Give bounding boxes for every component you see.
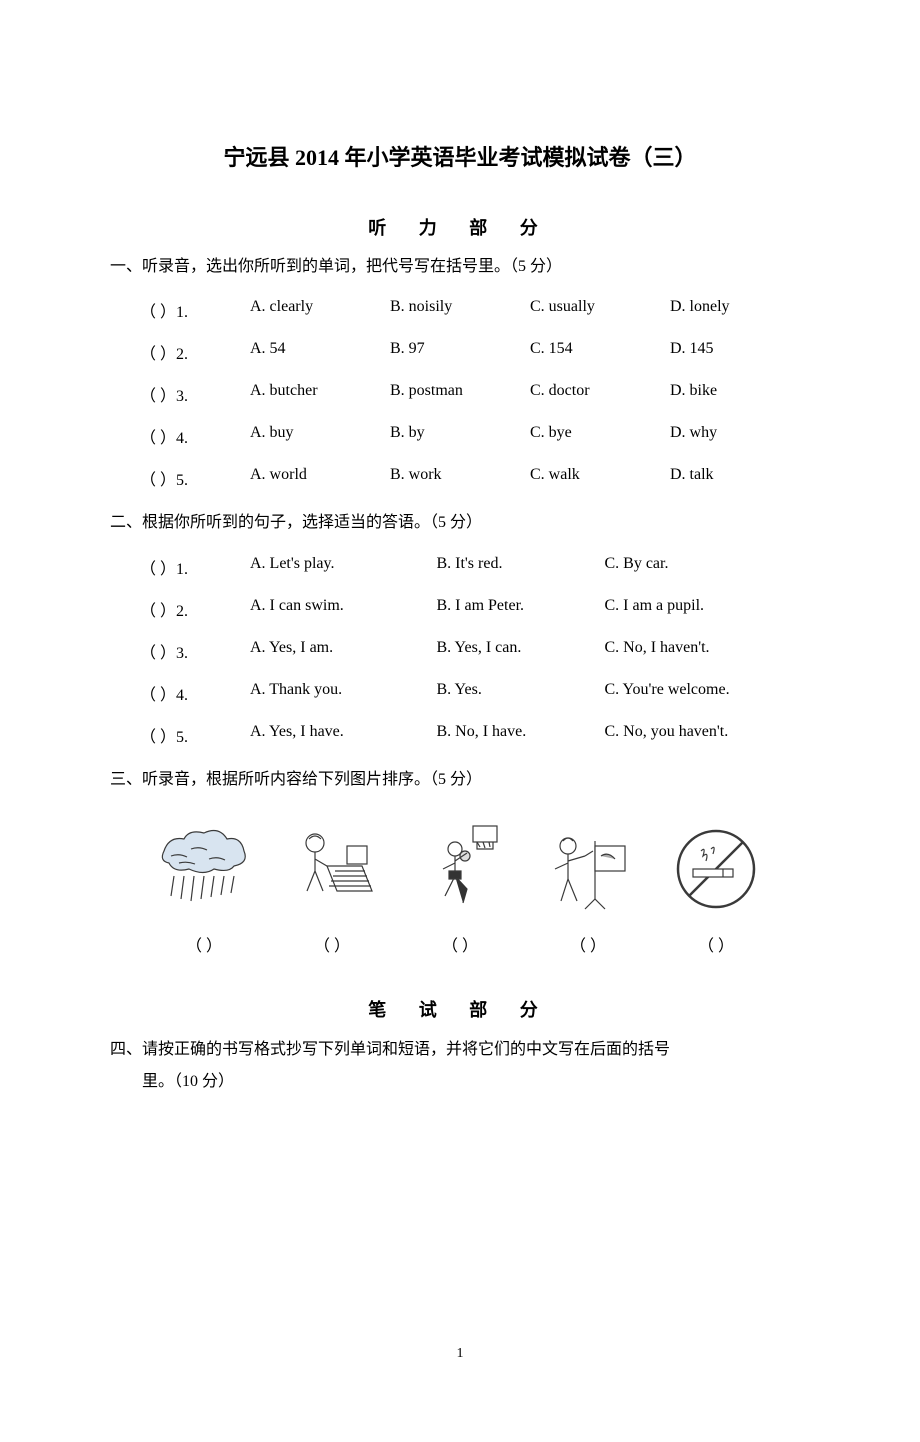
boy-basketball-icon bbox=[405, 821, 515, 916]
option-c: C. No, you haven't. bbox=[604, 723, 790, 747]
option-b: B. No, I have. bbox=[436, 723, 604, 747]
q2-3: （ ）3. A. Yes, I am. B. Yes, I can. C. No… bbox=[110, 639, 810, 663]
blank-paren[interactable]: （ ）4. bbox=[140, 681, 250, 705]
option-a: A. 54 bbox=[250, 340, 390, 364]
boy-painting-icon bbox=[533, 821, 643, 916]
q1-5: （ ）5. A. world B. work C. walk D. talk bbox=[110, 466, 810, 490]
option-b: B. noisily bbox=[390, 298, 530, 322]
option-c: C. I am a pupil. bbox=[604, 597, 790, 621]
option-b: B. Yes, I can. bbox=[436, 639, 604, 663]
blank-paren[interactable]: （ ） bbox=[533, 932, 643, 956]
q2-4: （ ）4. A. Thank you. B. Yes. C. You're we… bbox=[110, 681, 810, 705]
option-a: A. world bbox=[250, 466, 390, 490]
blank-paren[interactable]: （ ）1. bbox=[140, 298, 250, 322]
blank-paren[interactable]: （ ）3. bbox=[140, 382, 250, 406]
blank-paren[interactable]: （ ） bbox=[277, 932, 387, 956]
option-b: B. work bbox=[390, 466, 530, 490]
exam-title: 宁远县 2014 年小学英语毕业考试模拟试卷（三） bbox=[110, 140, 810, 172]
section-3-heading: 三、听录音，根据所听内容给下列图片排序。（5 分） bbox=[110, 765, 810, 795]
option-d: D. bike bbox=[670, 382, 810, 406]
option-d: D. 145 bbox=[670, 340, 810, 364]
q2-1: （ ）1. A. Let's play. B. It's red. C. By … bbox=[110, 555, 810, 579]
blank-paren[interactable]: （ ）1. bbox=[140, 555, 250, 579]
boy-computer-icon bbox=[277, 821, 387, 916]
option-b: B. 97 bbox=[390, 340, 530, 364]
blank-paren[interactable]: （ ） bbox=[405, 932, 515, 956]
no-smoking-icon bbox=[661, 821, 771, 916]
blank-paren[interactable]: （ ）5. bbox=[140, 723, 250, 747]
q2-2: （ ）2. A. I can swim. B. I am Peter. C. I… bbox=[110, 597, 810, 621]
q1-1: （ ）1. A. clearly B. noisily C. usually D… bbox=[110, 298, 810, 322]
option-b: B. Yes. bbox=[436, 681, 604, 705]
option-a: A. Yes, I have. bbox=[250, 723, 436, 747]
option-a: A. Yes, I am. bbox=[250, 639, 436, 663]
option-d: D. lonely bbox=[670, 298, 810, 322]
q1-2: （ ）2. A. 54 B. 97 C. 154 D. 145 bbox=[110, 340, 810, 364]
option-b: B. I am Peter. bbox=[436, 597, 604, 621]
blank-paren[interactable]: （ ）4. bbox=[140, 424, 250, 448]
sec4-line2: 里。（10 分） bbox=[110, 1066, 810, 1098]
option-b: B. by bbox=[390, 424, 530, 448]
option-c: C. walk bbox=[530, 466, 670, 490]
image-sort-row bbox=[110, 811, 810, 916]
image-sort-blanks: （ ） （ ） （ ） （ ） （ ） bbox=[110, 916, 810, 956]
option-c: C. You're welcome. bbox=[604, 681, 790, 705]
option-b: B. postman bbox=[390, 382, 530, 406]
q1-4: （ ）4. A. buy B. by C. bye D. why bbox=[110, 424, 810, 448]
rain-cloud-icon bbox=[149, 821, 259, 916]
option-a: A. clearly bbox=[250, 298, 390, 322]
blank-paren[interactable]: （ ） bbox=[149, 932, 259, 956]
listening-section-title: 听 力 部 分 bbox=[110, 214, 810, 240]
option-a: A. buy bbox=[250, 424, 390, 448]
blank-paren[interactable]: （ ）2. bbox=[140, 340, 250, 364]
option-a: A. butcher bbox=[250, 382, 390, 406]
blank-paren[interactable]: （ ） bbox=[661, 932, 771, 956]
option-b: B. It's red. bbox=[436, 555, 604, 579]
option-c: C. 154 bbox=[530, 340, 670, 364]
writing-section-title: 笔 试 部 分 bbox=[110, 996, 810, 1022]
sec4-line1: 四、请按正确的书写格式抄写下列单词和短语，并将它们的中文写在后面的括号 bbox=[110, 1034, 810, 1066]
option-a: A. Let's play. bbox=[250, 555, 436, 579]
option-c: C. usually bbox=[530, 298, 670, 322]
q1-3: （ ）3. A. butcher B. postman C. doctor D.… bbox=[110, 382, 810, 406]
option-d: D. why bbox=[670, 424, 810, 448]
blank-paren[interactable]: （ ）2. bbox=[140, 597, 250, 621]
blank-paren[interactable]: （ ）5. bbox=[140, 466, 250, 490]
option-d: D. talk bbox=[670, 466, 810, 490]
section-4-heading: 四、请按正确的书写格式抄写下列单词和短语，并将它们的中文写在后面的括号 里。（1… bbox=[110, 1034, 810, 1098]
option-c: C. By car. bbox=[604, 555, 790, 579]
section-1-heading: 一、听录音，选出你所听到的单词，把代号写在括号里。（5 分） bbox=[110, 252, 810, 282]
section-2-heading: 二、根据你所听到的句子，选择适当的答语。（5 分） bbox=[110, 508, 810, 538]
option-a: A. Thank you. bbox=[250, 681, 436, 705]
q2-5: （ ）5. A. Yes, I have. B. No, I have. C. … bbox=[110, 723, 810, 747]
option-a: A. I can swim. bbox=[250, 597, 436, 621]
page-number: 1 bbox=[110, 1346, 810, 1362]
option-c: C. doctor bbox=[530, 382, 670, 406]
blank-paren[interactable]: （ ）3. bbox=[140, 639, 250, 663]
option-c: C. bye bbox=[530, 424, 670, 448]
option-c: C. No, I haven't. bbox=[604, 639, 790, 663]
